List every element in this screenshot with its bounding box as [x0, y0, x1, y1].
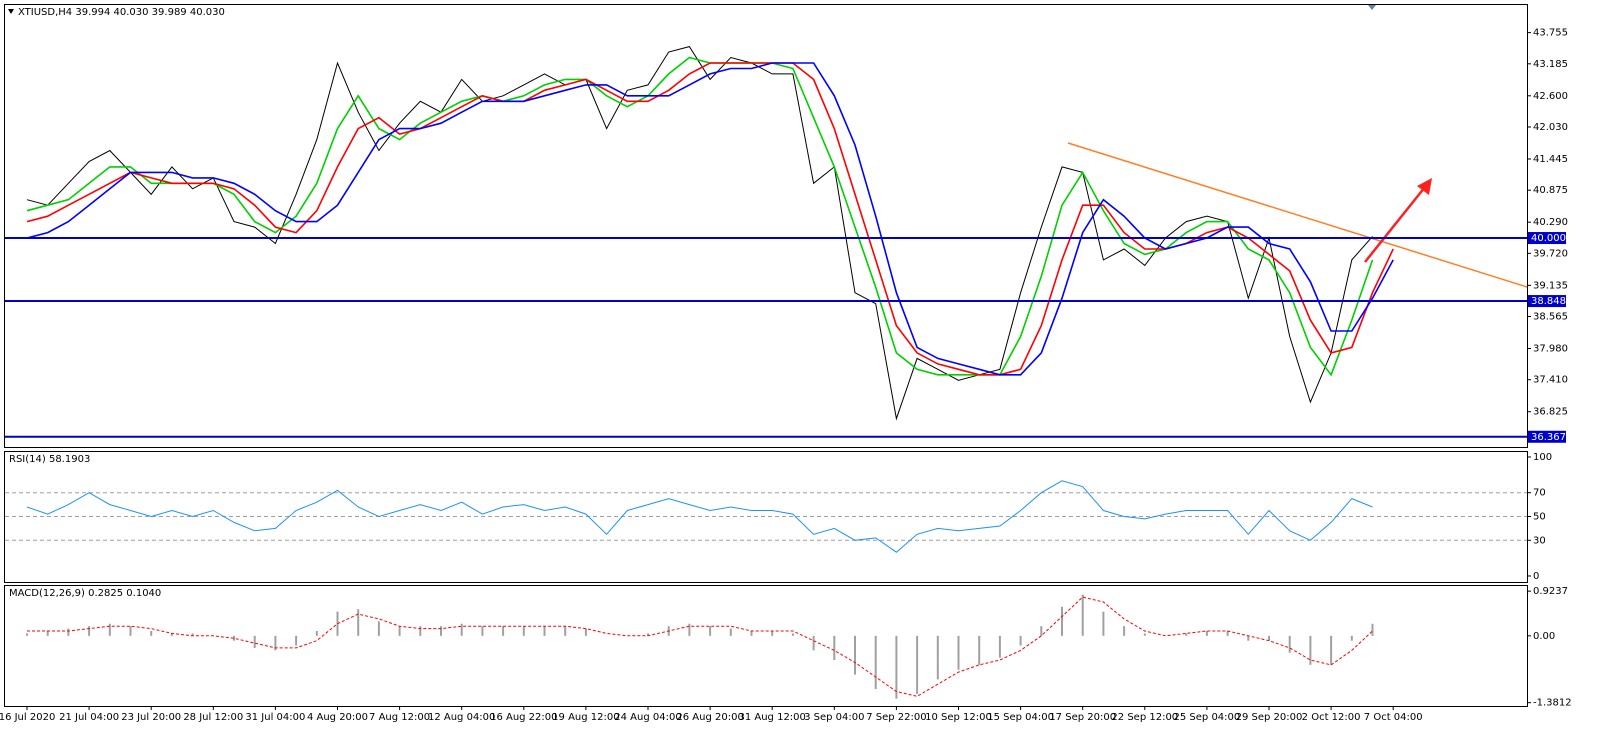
x-tick-label: 16 Jul 2020: [0, 712, 55, 723]
y-tick-label: 0.9237: [1533, 586, 1568, 597]
x-tick-label: 17 Sep 20:00: [1049, 712, 1116, 723]
chart-title: XTIUSD,H4 39.994 40.030 39.989 40.030: [18, 7, 225, 18]
x-tick-label: 25 Sep 04:00: [1174, 712, 1241, 723]
y-tick-label: 38.565: [1533, 312, 1568, 323]
x-tick-label: 7 Sep 22:00: [866, 712, 926, 723]
x-tick-label: 10 Sep 12:00: [925, 712, 992, 723]
price-panel: [4, 4, 1528, 448]
x-tick-label: 29 Sep 20:00: [1236, 712, 1303, 723]
x-tick-label: 22 Sep 12:00: [1111, 712, 1178, 723]
trendline: [1067, 142, 1528, 288]
y-tick-label: 43.185: [1533, 59, 1568, 70]
x-tick-label: 15 Sep 04:00: [987, 712, 1054, 723]
level-label-box: [1528, 430, 1566, 443]
y-tick-label: 43.755: [1533, 28, 1568, 39]
arrow-head: [1417, 178, 1432, 195]
shift-marker: [1368, 5, 1376, 10]
series-line: [26, 480, 1373, 553]
x-tick-label: 12 Aug 04:00: [428, 712, 495, 723]
x-tick-label: 26 Aug 20:00: [676, 712, 743, 723]
y-tick-label: 39.135: [1533, 280, 1568, 291]
y-tick-label: 36.825: [1533, 407, 1568, 418]
y-tick-label: 42.600: [1533, 91, 1568, 102]
x-tick-label: 3 Sep 04:00: [804, 712, 864, 723]
y-tick-label: 39.720: [1533, 248, 1568, 259]
title-marker: [8, 9, 14, 14]
macd-title: MACD(12,26,9) 0.2825 0.1040: [9, 588, 161, 599]
x-tick-label: 28 Jul 12:00: [183, 712, 243, 723]
level-label: 36.367: [1531, 432, 1566, 443]
x-tick-label: 21 Jul 04:00: [59, 712, 119, 723]
signal-line: [27, 596, 1373, 697]
x-tick-label: 7 Oct 04:00: [1364, 712, 1423, 723]
x-tick-label: 31 Jul 04:00: [245, 712, 305, 723]
y-tick-label: 41.445: [1533, 154, 1568, 165]
y-tick-label: 70: [1533, 488, 1546, 499]
y-tick-label: 40.875: [1533, 185, 1568, 196]
level-label-box: [1528, 295, 1566, 308]
x-tick-label: 4 Aug 20:00: [307, 712, 368, 723]
y-tick-label: 42.030: [1533, 122, 1568, 133]
level-label: 38.848: [1531, 296, 1566, 307]
macd-panel: [4, 585, 1528, 707]
y-tick-label: 50: [1533, 511, 1546, 522]
y-tick-label: 37.980: [1533, 344, 1568, 355]
x-tick-label: 31 Aug 12:00: [738, 712, 805, 723]
series-line: [26, 46, 1373, 421]
y-tick-label: 37.410: [1533, 375, 1568, 386]
series-line: [26, 56, 1374, 377]
rsi-panel: [4, 451, 1528, 583]
y-tick-label: 0.00: [1533, 631, 1555, 642]
level-label: 40.000: [1531, 233, 1566, 244]
rsi-title: RSI(14) 58.1903: [9, 454, 90, 465]
y-tick-label: 0: [1533, 571, 1539, 582]
x-tick-label: 2 Oct 12:00: [1302, 712, 1361, 723]
x-tick-label: 23 Jul 20:00: [121, 712, 181, 723]
y-tick-label: 100: [1533, 452, 1552, 463]
arrow: [1364, 186, 1426, 263]
x-tick-label: 24 Aug 04:00: [614, 712, 681, 723]
y-tick-label: 30: [1533, 535, 1546, 546]
x-tick-label: 19 Aug 12:00: [552, 712, 619, 723]
y-tick-label: 40.290: [1533, 217, 1568, 228]
x-tick-label: 7 Aug 12:00: [369, 712, 430, 723]
x-tick-label: 16 Aug 22:00: [490, 712, 557, 723]
y-tick-label: -1.3812: [1533, 698, 1572, 709]
series-line: [26, 62, 1394, 376]
level-label-box: [1528, 232, 1566, 245]
